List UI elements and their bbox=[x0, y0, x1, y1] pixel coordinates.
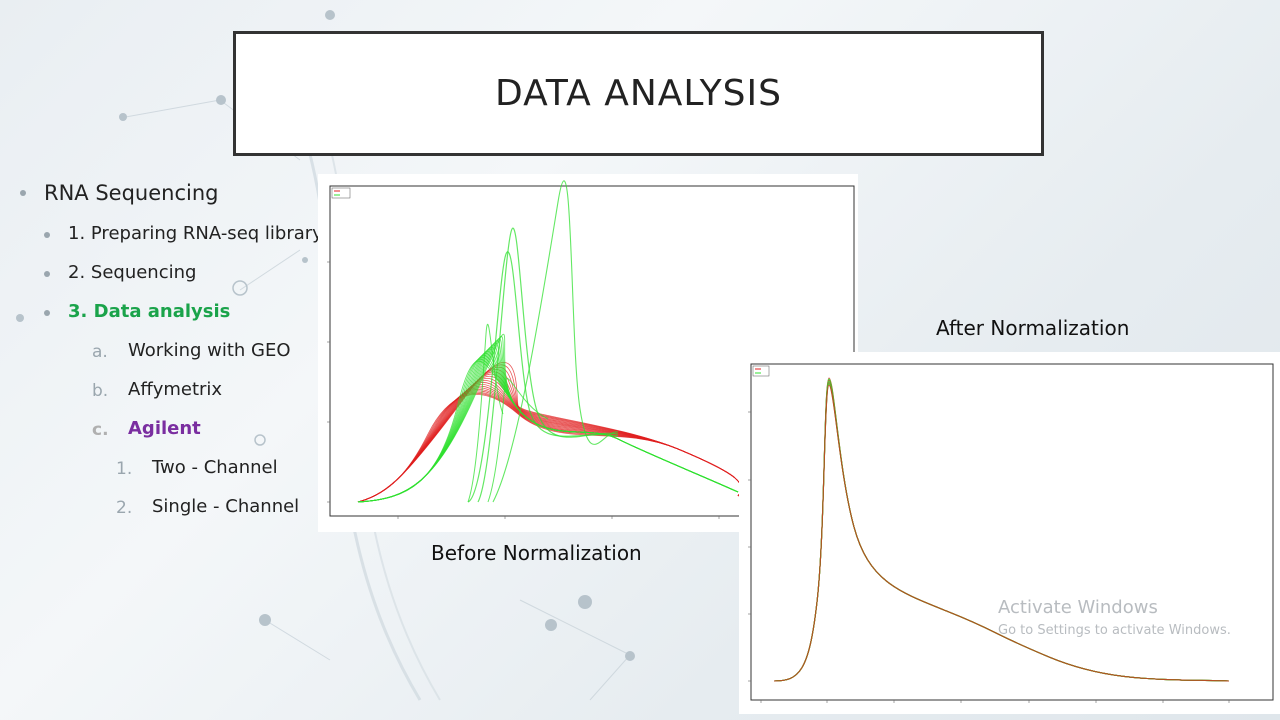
caption-before-normalization: Before Normalization bbox=[431, 541, 642, 565]
density-curve bbox=[773, 384, 1230, 682]
bullet-number-c: c. bbox=[92, 420, 109, 440]
density-curve bbox=[357, 373, 742, 503]
bullet-dot bbox=[20, 190, 26, 196]
bullet-preparing-library: 1. Preparing RNA-seq library bbox=[68, 223, 323, 244]
bullet-number-2: 2. bbox=[116, 498, 133, 518]
bullet-agilent: Agilent bbox=[128, 418, 201, 439]
bullet-rna-sequencing: RNA Sequencing bbox=[44, 181, 219, 205]
activate-windows-watermark: Activate Windows bbox=[998, 597, 1158, 618]
density-curve bbox=[357, 394, 742, 503]
before-curve-group bbox=[357, 180, 742, 503]
after-curve-group bbox=[773, 377, 1230, 682]
density-curve bbox=[467, 323, 504, 503]
density-curve bbox=[357, 392, 742, 503]
caption-after-normalization: After Normalization bbox=[936, 316, 1130, 340]
bullet-data-analysis: 3. Data analysis bbox=[68, 301, 231, 322]
bullet-working-with-geo: Working with GEO bbox=[128, 340, 291, 361]
bullet-single-channel: Single - Channel bbox=[152, 496, 300, 517]
density-curve bbox=[357, 333, 739, 503]
bullet-dot bbox=[44, 271, 50, 277]
density-curve bbox=[357, 346, 739, 503]
density-curve bbox=[357, 380, 742, 503]
bullet-number-b: b. bbox=[92, 381, 109, 401]
density-curve bbox=[477, 227, 619, 503]
density-curve bbox=[487, 378, 549, 503]
before-density-curves bbox=[327, 180, 855, 519]
density-curve bbox=[492, 180, 619, 503]
density-curve bbox=[357, 371, 742, 503]
activate-windows-hint: Go to Settings to activate Windows. bbox=[998, 623, 1231, 638]
bullet-sequencing: 2. Sequencing bbox=[68, 262, 197, 283]
density-curve bbox=[357, 369, 742, 503]
slide-title: DATA ANALYSIS bbox=[495, 73, 782, 114]
bullet-two-channel: Two - Channel bbox=[152, 457, 278, 478]
bullet-number-a: a. bbox=[92, 342, 108, 362]
density-curve bbox=[357, 378, 742, 503]
after-normalization-plot bbox=[739, 352, 1280, 714]
density-curve bbox=[357, 391, 742, 503]
bullet-number-1: 1. bbox=[116, 459, 133, 479]
bullet-dot bbox=[44, 310, 50, 316]
bullet-affymetrix: Affymetrix bbox=[128, 379, 223, 400]
density-curve bbox=[357, 360, 739, 503]
density-curve bbox=[357, 362, 742, 503]
density-curve bbox=[357, 364, 742, 503]
density-curve bbox=[467, 251, 619, 503]
bullet-dot bbox=[44, 232, 50, 238]
density-curve bbox=[357, 375, 742, 503]
title-box: DATA ANALYSIS bbox=[233, 31, 1044, 156]
after-density-curves bbox=[748, 363, 1274, 703]
